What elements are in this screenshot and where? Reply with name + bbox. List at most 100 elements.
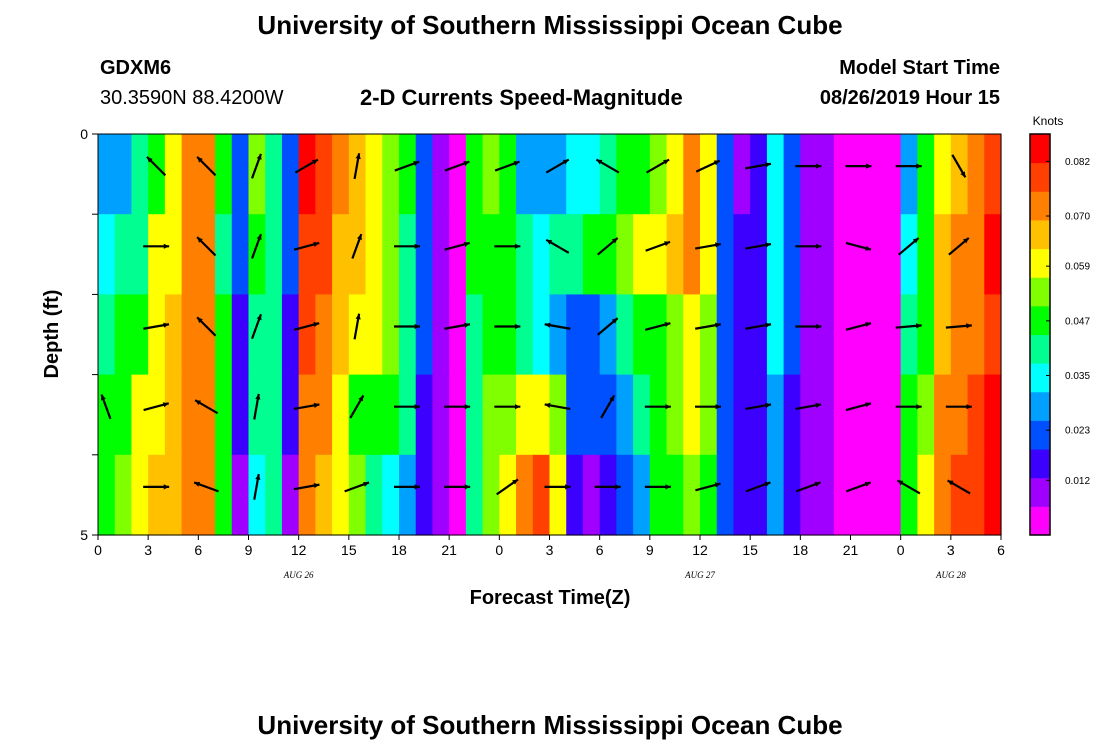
x-tick-label: 3 (947, 542, 955, 558)
heatmap-cell (348, 214, 367, 295)
vector-arrowhead (966, 323, 972, 329)
heatmap-cell (984, 374, 1002, 456)
vector-arrowhead (815, 402, 822, 408)
colorbar-swatch (1030, 191, 1050, 221)
vector-arrowhead (513, 161, 520, 166)
x-axis-label: Forecast Time(Z) (470, 587, 631, 609)
heatmap-cell (399, 374, 417, 456)
vector-arrowhead (916, 323, 922, 329)
heatmap-cell (164, 374, 183, 456)
heatmap-cell (783, 134, 801, 215)
heatmap-cell (298, 454, 316, 536)
colorbar-tick-label: 0.070 (1065, 212, 1090, 223)
colorbar-frame (1029, 133, 1051, 536)
heatmap-cell (833, 134, 852, 215)
heatmap-cell (131, 374, 149, 456)
heatmap-cell (733, 294, 751, 376)
heatmap-cell (917, 294, 935, 376)
heatmap-cell (716, 134, 735, 215)
heatmap-cell (549, 214, 567, 295)
vector-arrowhead (714, 482, 721, 488)
vector-arrowhead (715, 242, 721, 248)
model-start-value: 08/26/2019 Hour 15 (819, 87, 1000, 109)
heatmap-cell (248, 294, 266, 376)
vector-arrowhead (562, 159, 569, 165)
heatmap-cell (265, 454, 283, 536)
colorbar-swatch (1030, 506, 1050, 536)
x-tick-label: 6 (194, 542, 202, 558)
colorbar-tick-label: 0.012 (1065, 476, 1090, 487)
heatmap-cell (549, 134, 567, 215)
heatmap-cell (399, 294, 417, 376)
heatmap-cell (248, 214, 266, 295)
heatmap-cell (750, 374, 768, 456)
heatmap-cell (783, 294, 801, 376)
heatmap-cell (265, 294, 283, 376)
heatmap-cell (666, 294, 684, 376)
heatmap-cell (917, 454, 935, 536)
heatmap-cell (281, 454, 300, 536)
heatmap-cell (666, 374, 684, 456)
heatmap-cell (231, 374, 250, 456)
heatmap-cell (532, 134, 551, 215)
heatmap-cell (599, 134, 617, 215)
vector-arrowhead (514, 243, 521, 249)
x-tick-label: 18 (391, 542, 407, 558)
heatmap-cell (883, 374, 902, 456)
heatmap-cell (733, 134, 751, 215)
vector-arrowhead (313, 322, 320, 328)
vector-arrowhead (765, 322, 771, 328)
vector-arrowhead (663, 159, 670, 165)
heatmap-cell (683, 294, 701, 376)
heatmap-cell (516, 294, 534, 376)
x-axis-ticks: 0 3 6 9 12 15 18 21 0 3 6 9 12 15 18 21 0 3 6 AUG 26 AUG 27 A… (94, 535, 1005, 580)
colorbar-swatch (1030, 248, 1050, 278)
heatmap-cell (733, 374, 751, 456)
heatmap-cell (716, 214, 735, 295)
vector-arrowhead (256, 234, 262, 241)
heatmap-cell (532, 454, 551, 536)
heatmap-cell (683, 454, 701, 536)
heatmap-cell (867, 294, 885, 376)
heatmap-cell (281, 294, 300, 376)
heatmap-cell (616, 294, 634, 376)
heatmap-cell (766, 134, 785, 215)
heatmap-cell (315, 134, 333, 215)
heatmap-cell (415, 454, 434, 536)
heatmap-cell (850, 134, 868, 215)
heatmap-cell (817, 214, 835, 295)
heatmap-cell (114, 374, 133, 456)
heatmap-cell (499, 134, 517, 215)
heatmap-cell (850, 214, 868, 295)
heatmap-cell (365, 374, 383, 456)
vector-arrowhead (197, 156, 203, 163)
heatmap-cell (365, 214, 383, 295)
colorbar-tick-label: 0.035 (1065, 371, 1090, 382)
heatmap-cell (649, 294, 668, 376)
heatmap-cell (382, 454, 400, 536)
colorbar-swatch (1030, 363, 1050, 393)
heatmap-cell (298, 374, 316, 456)
heatmap-cell (649, 214, 668, 295)
heatmap-cell (900, 294, 918, 376)
heatmap-cell (432, 134, 450, 215)
vector-arrowhead (544, 322, 551, 328)
heatmap-cell (382, 294, 400, 376)
vector-arrowhead (355, 153, 361, 160)
heatmap-cell (984, 294, 1002, 376)
heatmap-cell (432, 294, 450, 376)
heatmap-cell (917, 374, 935, 456)
heatmap-cell (98, 134, 116, 215)
heatmap-cell (750, 214, 768, 295)
heatmap-cell (465, 454, 484, 536)
heatmap-cell (465, 214, 484, 295)
heatmap-cell (181, 294, 199, 376)
colorbar-swatch (1030, 162, 1050, 192)
heatmap-cell (566, 294, 584, 376)
heatmap-cell (332, 374, 350, 456)
heatmap-cell (750, 294, 768, 376)
heatmap-cell (900, 214, 918, 295)
heatmap-cell (700, 454, 718, 536)
heatmap-cell (382, 134, 400, 215)
heatmap-cell (332, 214, 350, 295)
